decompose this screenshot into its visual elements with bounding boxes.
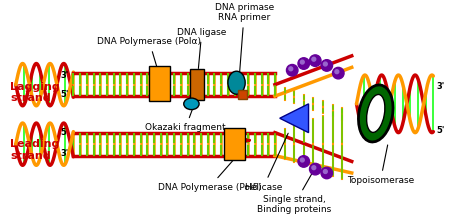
Circle shape [310, 55, 321, 66]
Circle shape [301, 158, 304, 162]
Circle shape [321, 167, 333, 179]
Ellipse shape [367, 94, 385, 132]
Ellipse shape [359, 85, 393, 142]
FancyBboxPatch shape [224, 128, 245, 161]
Text: DNA primase
RNA primer: DNA primase RNA primer [215, 3, 274, 72]
Circle shape [301, 60, 304, 64]
Text: 5': 5' [60, 128, 68, 137]
Circle shape [324, 170, 327, 173]
Circle shape [324, 62, 327, 66]
Text: DNA Polymerase (Polα): DNA Polymerase (Polα) [97, 37, 201, 68]
Text: DNA ligase: DNA ligase [177, 28, 226, 69]
Circle shape [310, 163, 321, 175]
Text: 3': 3' [60, 149, 68, 158]
Ellipse shape [184, 98, 199, 110]
Text: Helicase: Helicase [244, 133, 288, 192]
Text: 5': 5' [436, 126, 445, 135]
FancyBboxPatch shape [190, 69, 204, 100]
Text: 3': 3' [60, 71, 68, 79]
Circle shape [298, 58, 310, 69]
FancyBboxPatch shape [149, 66, 170, 101]
Circle shape [333, 67, 344, 79]
Text: Lagging
strand: Lagging strand [10, 81, 60, 103]
Text: Okazaki fragment: Okazaki fragment [145, 109, 226, 132]
Circle shape [335, 70, 339, 74]
Circle shape [298, 156, 310, 167]
FancyBboxPatch shape [238, 90, 247, 99]
Text: 5': 5' [60, 90, 68, 99]
Text: 3': 3' [436, 82, 445, 91]
Text: Topoisomerase: Topoisomerase [347, 145, 414, 185]
Text: Leading
strand: Leading strand [10, 139, 59, 161]
Circle shape [289, 67, 293, 71]
Ellipse shape [228, 71, 245, 94]
Circle shape [312, 57, 316, 61]
Text: DNA Polymerase (Polδ): DNA Polymerase (Polδ) [158, 161, 261, 192]
Text: Single strand,
Binding proteins: Single strand, Binding proteins [257, 173, 331, 214]
Polygon shape [280, 104, 309, 133]
Circle shape [321, 60, 333, 71]
Circle shape [287, 64, 298, 76]
Circle shape [312, 166, 316, 170]
